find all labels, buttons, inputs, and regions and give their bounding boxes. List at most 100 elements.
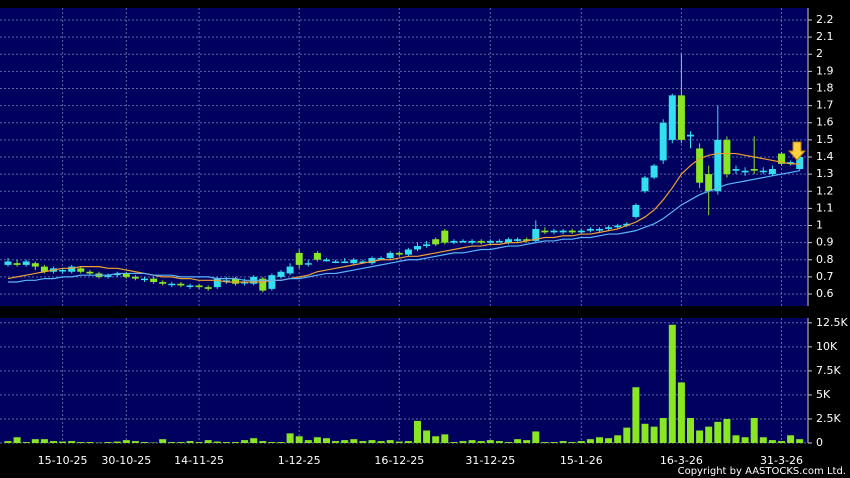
candle-body [77,268,85,272]
volume-bar [341,440,349,443]
volume-bar [659,418,667,443]
volume-bar [359,441,367,443]
y-tick-label: 1.4 [816,150,834,163]
candle-body [532,228,540,241]
volume-bar [350,439,358,443]
volume-tick-label: 2.5K [816,412,841,425]
volume-bar [104,442,112,443]
volume-bar [286,433,294,443]
volume-bar [113,441,121,443]
candle-body [541,230,549,233]
volume-bar [586,439,594,443]
candle-body [304,263,312,265]
volume-bar [441,434,449,443]
volume-bar [495,441,503,443]
candle-body [705,174,713,192]
candle-body [468,240,476,243]
volume-bar [577,441,585,443]
y-tick-label: 0.9 [816,236,834,249]
volume-bar [632,387,640,443]
volume-bar [778,441,785,443]
candle-body [59,270,67,272]
candle-body [259,278,267,291]
candle-body [22,261,30,265]
volume-bar [623,427,631,443]
volume-tick-label: 5K [816,388,831,401]
candle-body [714,139,722,192]
volume-bar [13,437,21,443]
volume-bar [696,430,704,443]
candle-body [313,252,321,260]
candle-body [696,148,704,183]
volume-bar [741,437,749,443]
y-tick-label: 1.5 [816,133,834,146]
candle-body [523,239,531,241]
volume-bar [514,439,522,443]
candle-body [668,95,676,140]
volume-bar [414,420,421,443]
candle-body [213,278,221,288]
y-tick-label: 1.8 [816,81,834,94]
volume-bar [213,441,221,443]
volume-bar [313,437,321,443]
volume-bar [787,435,795,443]
volume-tick-label: 0 [816,436,823,449]
x-tick-label: 31-3-26 [760,454,803,467]
candle-body [177,283,185,286]
candle-body [614,225,622,228]
y-tick-label: 1 [816,219,823,232]
x-tick-label: 15-10-25 [38,454,88,467]
candle-body [450,240,458,243]
volume-bar [596,437,603,443]
volume-bar [368,440,376,443]
candle-body [332,261,340,263]
candle-body [241,282,249,284]
candle-body [168,283,176,286]
candle-body [687,134,694,137]
candle-body [341,261,349,263]
volume-bar [532,431,540,443]
copyright: Copyright by AASTOCKS.com Ltd. [678,466,846,477]
volume-bar [386,440,394,443]
x-tick-label: 16-12-25 [374,454,424,467]
volume-bar [505,442,512,443]
candle-body [459,240,467,243]
volume-tick-label: 10K [816,340,838,353]
volume-bar [523,440,531,443]
candle-body [68,266,76,272]
volume-bar [668,324,676,443]
volume-bar [22,442,30,443]
volume-bar [323,438,330,443]
volume-bar [559,441,567,443]
candle-body [723,139,731,175]
volume-bar [259,441,267,443]
volume-bar [568,442,576,443]
candle-body [441,230,449,243]
volume-bar [486,440,494,443]
candle-body [13,263,21,265]
volume-bar [641,423,649,443]
volume-bar [4,441,12,443]
y-tick-label: 2.1 [816,30,834,43]
marks: 0.6 0.7 0.8 0.9 1 1.1 1.2 1.3 1.4 1.5 1.6 1.7 1.8 1.9… [0,8,848,467]
volume-bar [423,430,431,443]
candle-body [778,153,785,164]
candle-body [395,252,403,255]
candle-body [4,261,12,265]
candle-body [377,258,385,260]
volume-bar [195,442,203,443]
volume-bar [332,441,340,443]
candle-body [404,249,412,255]
candle-body [86,271,94,274]
candle-body [286,266,294,274]
candle-body [596,228,603,231]
y-tick-label: 0.7 [816,270,834,283]
volume-bar [177,442,185,443]
candle-body [787,162,795,164]
moving-average-line [8,170,800,283]
volume-bar [477,441,485,443]
volume-bar [732,435,740,443]
volume-bar [241,440,249,443]
volume-bar [77,442,85,443]
volume-bar [605,438,613,443]
